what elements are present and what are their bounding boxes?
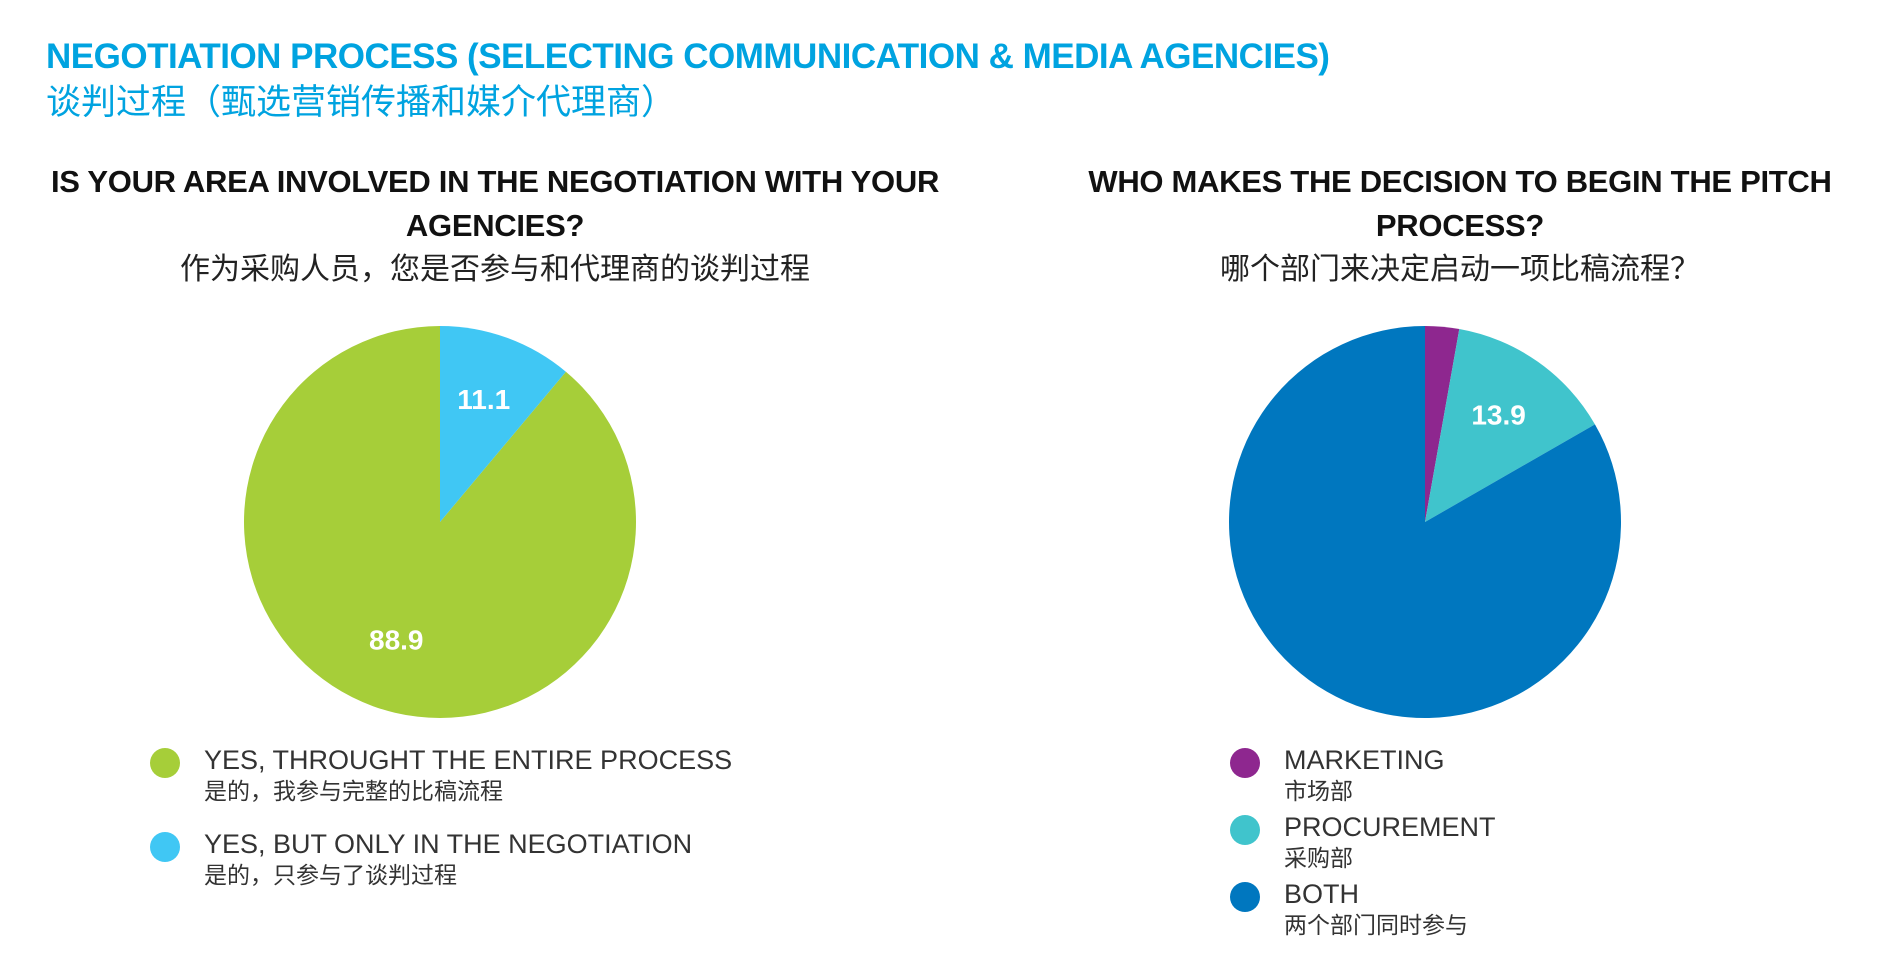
legend-item-both: BOTH 两个部门同时参与 [1230,877,1468,941]
chart-panel-involvement: IS YOUR AREA INVOLVED IN THE NEGOTIATION… [45,160,945,960]
legend-item-yes-but-only-in-the-negotiation: YES, BUT ONLY IN THE NEGOTIATION 是的，只参与了谈… [150,827,692,891]
pie-chart-decision: 13.9 [1229,326,1621,718]
chart-title: IS YOUR AREA INVOLVED IN THE NEGOTIATION… [50,164,940,243]
legend-item-yes-throught-the-entire-process: YES, THROUGHT THE ENTIRE PROCESS 是的，我参与完整… [150,743,732,807]
page-title: NEGOTIATION PROCESS (SELECTING COMMUNICA… [46,37,1330,76]
pie-chart-involvement: 88.9 11.1 [243,326,636,718]
legend-label-zh: 采购部 [1284,846,1353,872]
chart-subtitle: 哪个部门来决定启动一项比稿流程？ [1220,252,1700,287]
legend-label: PROCUREMENT [1284,812,1496,842]
legend-swatch [1230,748,1260,778]
legend-label-zh: 两个部门同时参与 [1284,913,1468,939]
legend-swatch [1230,882,1260,912]
chart-panel-decision: WHO MAKES THE DECISION TO BEGIN THE PITC… [1010,160,1900,960]
legend-swatch [150,832,180,862]
chart-subtitle: 作为采购人员，您是否参与和代理商的谈判过程 [180,252,810,287]
legend-label: YES, THROUGHT THE ENTIRE PROCESS [204,745,733,775]
pie-slice-yes-but-only-in-the-negotiation [440,326,566,522]
legend-item-marketing: MARKETING 市场部 [1230,743,1445,807]
legend-label: MARKETING [1284,745,1445,775]
legend-label: YES, BUT ONLY IN THE NEGOTIATION [204,829,693,859]
legend-label: BOTH [1284,879,1360,909]
legend-label-zh: 是的，我参与完整的比稿流程 [204,779,503,805]
pie-slice-marketing [1425,326,1460,522]
chart-title: WHO MAKES THE DECISION TO BEGIN THE PITC… [1088,164,1832,243]
pie-slice-procurement [1425,329,1595,522]
pie-slice-yes-throught-the-entire-process [243,326,636,718]
legend-swatch [1230,815,1260,845]
page-header: NEGOTIATION PROCESS (SELECTING COMMUNICA… [46,34,1846,126]
slice-value-label: 88.9 [369,625,424,656]
pie-slice-both [1229,326,1621,718]
legend-item-procurement: PROCUREMENT 采购部 [1230,810,1496,874]
legend-label-zh: 是的，只参与了谈判过程 [204,863,457,889]
page-subtitle: 谈判过程（甄选营销传播和媒介代理商） [46,83,677,123]
slice-value-label: 11.1 [457,384,510,415]
legend-swatch [150,748,180,778]
slice-value-label: 13.9 [1471,400,1526,431]
legend-label-zh: 市场部 [1284,779,1353,805]
